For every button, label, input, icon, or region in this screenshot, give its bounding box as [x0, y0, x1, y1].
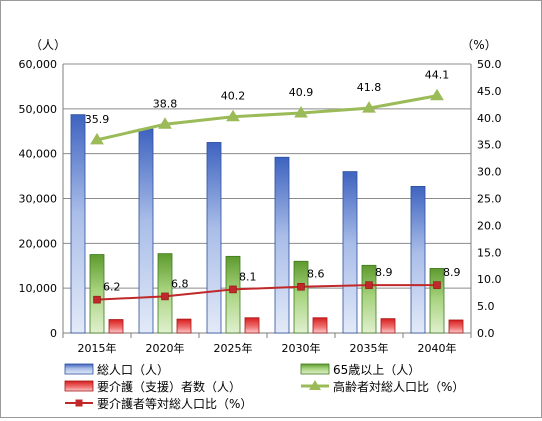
y-right-tick-label: 0.0 — [477, 327, 495, 340]
lines — [90, 88, 444, 304]
data-label: 44.1 — [425, 69, 450, 82]
data-label: 6.8 — [171, 277, 189, 290]
y-right-tick-label: 5.0 — [477, 300, 495, 313]
x-tick-label: 2025年 — [214, 341, 253, 355]
data-label: 41.8 — [357, 81, 382, 94]
bar — [429, 268, 445, 334]
y-right-tick-label: 40.0 — [477, 112, 502, 125]
y-left-tick-label: 50,000 — [19, 103, 58, 116]
gridlines — [63, 63, 471, 289]
bar — [89, 254, 105, 334]
bar — [108, 319, 124, 334]
legend: 総人口（人） 65歳以上（人） 要介護（支援）者数（人） 高齢者対総人口比（%） 要介護… — [64, 363, 464, 411]
y-left-tick-label: 20,000 — [19, 237, 58, 250]
bar — [312, 317, 328, 334]
y-right-tick-label: 25.0 — [477, 193, 502, 206]
bars — [70, 114, 464, 334]
y-left-unit-label: （人） — [30, 38, 66, 52]
data-label: 8.9 — [375, 266, 393, 279]
line-point — [229, 285, 237, 294]
y-right-unit-label: （%） — [461, 38, 496, 52]
axes: 0 10,000 20,000 30,000 40,000 50,000 60,000 0.0… — [19, 38, 502, 355]
bar — [342, 171, 358, 334]
legend-swatch — [64, 380, 94, 392]
bar — [176, 318, 192, 334]
x-tick-label: 2040年 — [418, 341, 457, 355]
line-point — [161, 292, 169, 301]
bar — [410, 185, 426, 334]
bar — [70, 114, 86, 334]
data-label: 35.9 — [85, 113, 110, 126]
legend-swatch — [300, 363, 330, 375]
legend-label: 高齢者対総人口比（%） — [333, 379, 464, 394]
line-point — [430, 88, 444, 101]
legend-swatch — [64, 363, 94, 375]
line-point — [297, 282, 305, 291]
y-right-tick-label: 15.0 — [477, 246, 502, 259]
x-tick-label: 2015年 — [78, 341, 117, 355]
y-right-tick-label: 10.0 — [477, 273, 502, 286]
line-point — [433, 281, 441, 289]
series-line — [96, 284, 437, 301]
bar — [361, 264, 377, 334]
series-line — [96, 94, 438, 142]
data-label: 38.8 — [153, 97, 178, 110]
bar — [293, 260, 309, 334]
data-label: 8.1 — [239, 270, 257, 283]
bar — [380, 318, 396, 334]
bar — [206, 142, 222, 334]
legend-label: 要介護（支援）者数（人） — [97, 379, 241, 394]
x-tick-label: 2030年 — [282, 341, 321, 355]
bar — [244, 317, 260, 334]
data-label: 40.9 — [289, 86, 314, 99]
data-label: 40.2 — [221, 90, 246, 103]
x-tick-label: 2020年 — [146, 341, 185, 355]
line-point — [93, 295, 101, 304]
line-point — [90, 132, 104, 145]
y-left-tick-label: 30,000 — [19, 193, 58, 206]
bar — [274, 156, 290, 334]
line-point — [158, 117, 172, 129]
line-point — [294, 105, 308, 118]
line-point — [362, 101, 376, 113]
legend-label: 総人口（人） — [97, 363, 169, 377]
legend-label: 要介護者等対総人口比（%） — [97, 396, 252, 411]
data-label: 8.6 — [307, 268, 325, 281]
data-label: 8.9 — [443, 266, 461, 279]
y-right-tick-label: 30.0 — [477, 166, 502, 179]
bar — [138, 128, 154, 334]
data-labels: 35.9 38.8 40.2 40.9 41.8 44.1 6.2 6.8 8.1 8.6 8.9 8… — [85, 69, 461, 294]
legend-swatch-marker — [75, 399, 83, 407]
y-right-tick-label: 35.0 — [477, 139, 502, 152]
bar — [225, 255, 241, 334]
x-tick-label: 2035年 — [350, 341, 389, 355]
y-right-tick-label: 50.0 — [477, 58, 502, 71]
line-point — [365, 281, 373, 289]
y-right-tick-label: 45.0 — [477, 85, 502, 98]
legend-swatch-marker — [309, 380, 321, 390]
y-left-tick-label: 10,000 — [19, 282, 58, 295]
bar — [448, 319, 464, 334]
line-point — [226, 109, 240, 122]
y-left-tick-label: 60,000 — [19, 58, 58, 71]
legend-label: 65歳以上（人） — [333, 363, 420, 377]
y-left-tick-label: 0 — [50, 327, 57, 340]
y-left-tick-label: 40,000 — [19, 148, 58, 161]
data-label: 6.2 — [103, 281, 121, 294]
y-right-tick-label: 20.0 — [477, 219, 502, 232]
